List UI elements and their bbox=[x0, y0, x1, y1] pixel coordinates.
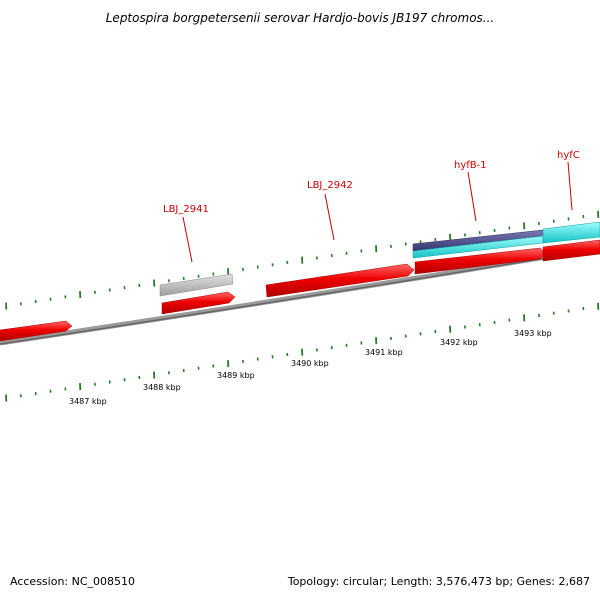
lower-tick-row bbox=[5, 302, 600, 402]
accession-text: Accession: NC_008510 bbox=[10, 575, 135, 588]
leader-line-hyfb1 bbox=[467, 171, 477, 222]
kbp-label-3488: 3488 kbp bbox=[143, 383, 181, 392]
gene-feature-left[interactable] bbox=[0, 320, 73, 342]
gene-label-lbj2941[interactable]: LBJ_2941 bbox=[163, 204, 209, 215]
kbp-label-3489: 3489 kbp bbox=[217, 371, 255, 380]
leader-line-hyfc bbox=[567, 161, 573, 211]
upper-tick-row bbox=[5, 210, 600, 310]
map-title: Leptospira borgpetersenii serovar Hardjo… bbox=[106, 11, 495, 25]
leader-line-lbj2941 bbox=[182, 216, 193, 263]
kbp-label-3491: 3491 kbp bbox=[365, 348, 403, 357]
gene-feature-hyfc-hit[interactable] bbox=[542, 221, 600, 244]
kbp-label-3487: 3487 kbp bbox=[69, 397, 107, 406]
leader-line-lbj2942 bbox=[324, 193, 335, 241]
gene-label-lbj2942[interactable]: LBJ_2942 bbox=[307, 180, 353, 191]
gene-label-hyfb1[interactable]: hyfB-1 bbox=[454, 160, 487, 171]
gene-feature-hyfb1[interactable] bbox=[414, 247, 546, 275]
gene-label-hyfc[interactable]: hyfC bbox=[557, 150, 580, 161]
genome-summary-text: Topology: circular; Length: 3,576,473 bp… bbox=[287, 575, 590, 588]
kbp-label-3490: 3490 kbp bbox=[291, 359, 329, 368]
kbp-label-3492: 3492 kbp bbox=[440, 338, 478, 347]
gene-feature-lbj2941[interactable] bbox=[161, 291, 236, 315]
gene-feature-lbj2942[interactable] bbox=[265, 263, 415, 298]
gene-feature-hyfc[interactable] bbox=[542, 239, 600, 262]
kbp-label-3493: 3493 kbp bbox=[514, 329, 552, 338]
backbone-shadow bbox=[0, 248, 600, 345]
gene-feature-lbj2941-pseudo[interactable] bbox=[159, 273, 234, 297]
